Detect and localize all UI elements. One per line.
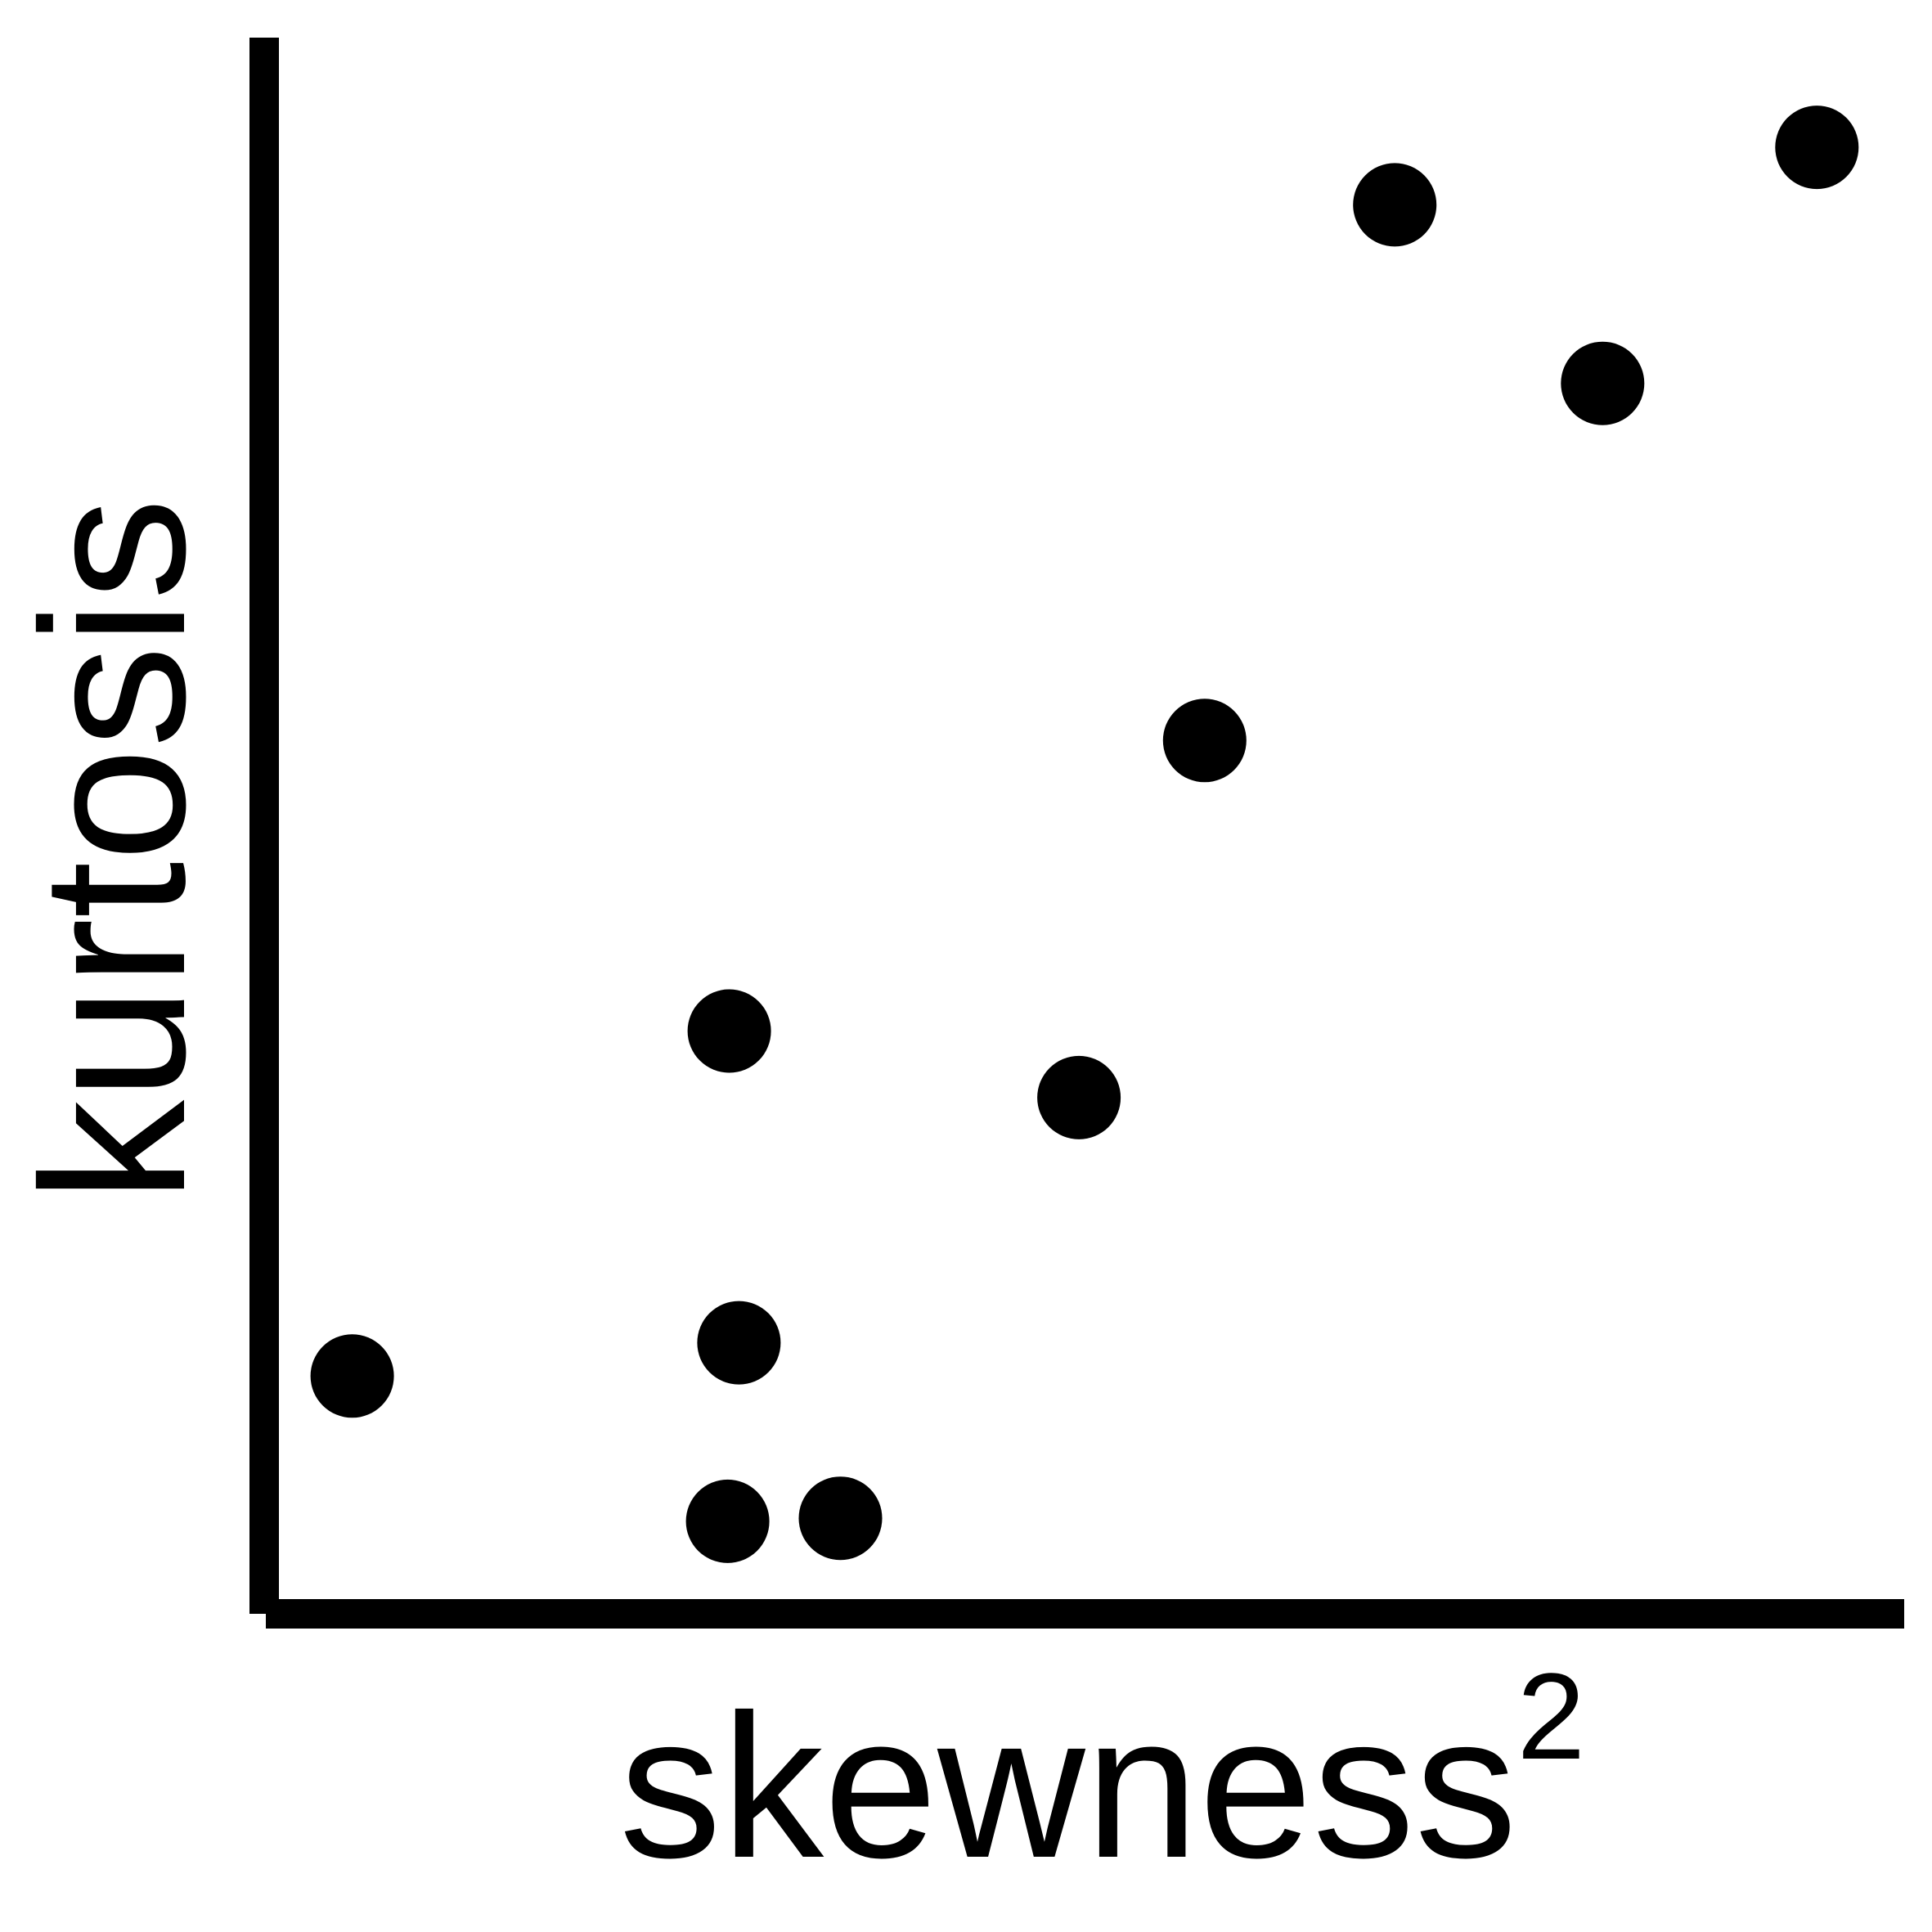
data-point-4 <box>697 1301 781 1385</box>
data-point-10 <box>1775 106 1859 190</box>
data-point-6 <box>1037 1055 1121 1139</box>
data-point-7 <box>1162 699 1247 783</box>
data-point-9 <box>1561 341 1645 425</box>
data-point-2 <box>685 1479 770 1563</box>
data-point-5 <box>798 1476 883 1561</box>
y-axis-label: kurtosis <box>0 498 227 1202</box>
x-axis-label-text: skewness <box>619 1672 1517 1900</box>
x-axis-label-superscript: 2 <box>1517 1647 1585 1785</box>
data-point-3 <box>687 989 771 1073</box>
x-axis-label: skewness2 <box>619 1647 1585 1900</box>
points-layer <box>310 106 1859 1563</box>
data-point-8 <box>1353 163 1437 247</box>
data-point-1 <box>310 1334 394 1418</box>
